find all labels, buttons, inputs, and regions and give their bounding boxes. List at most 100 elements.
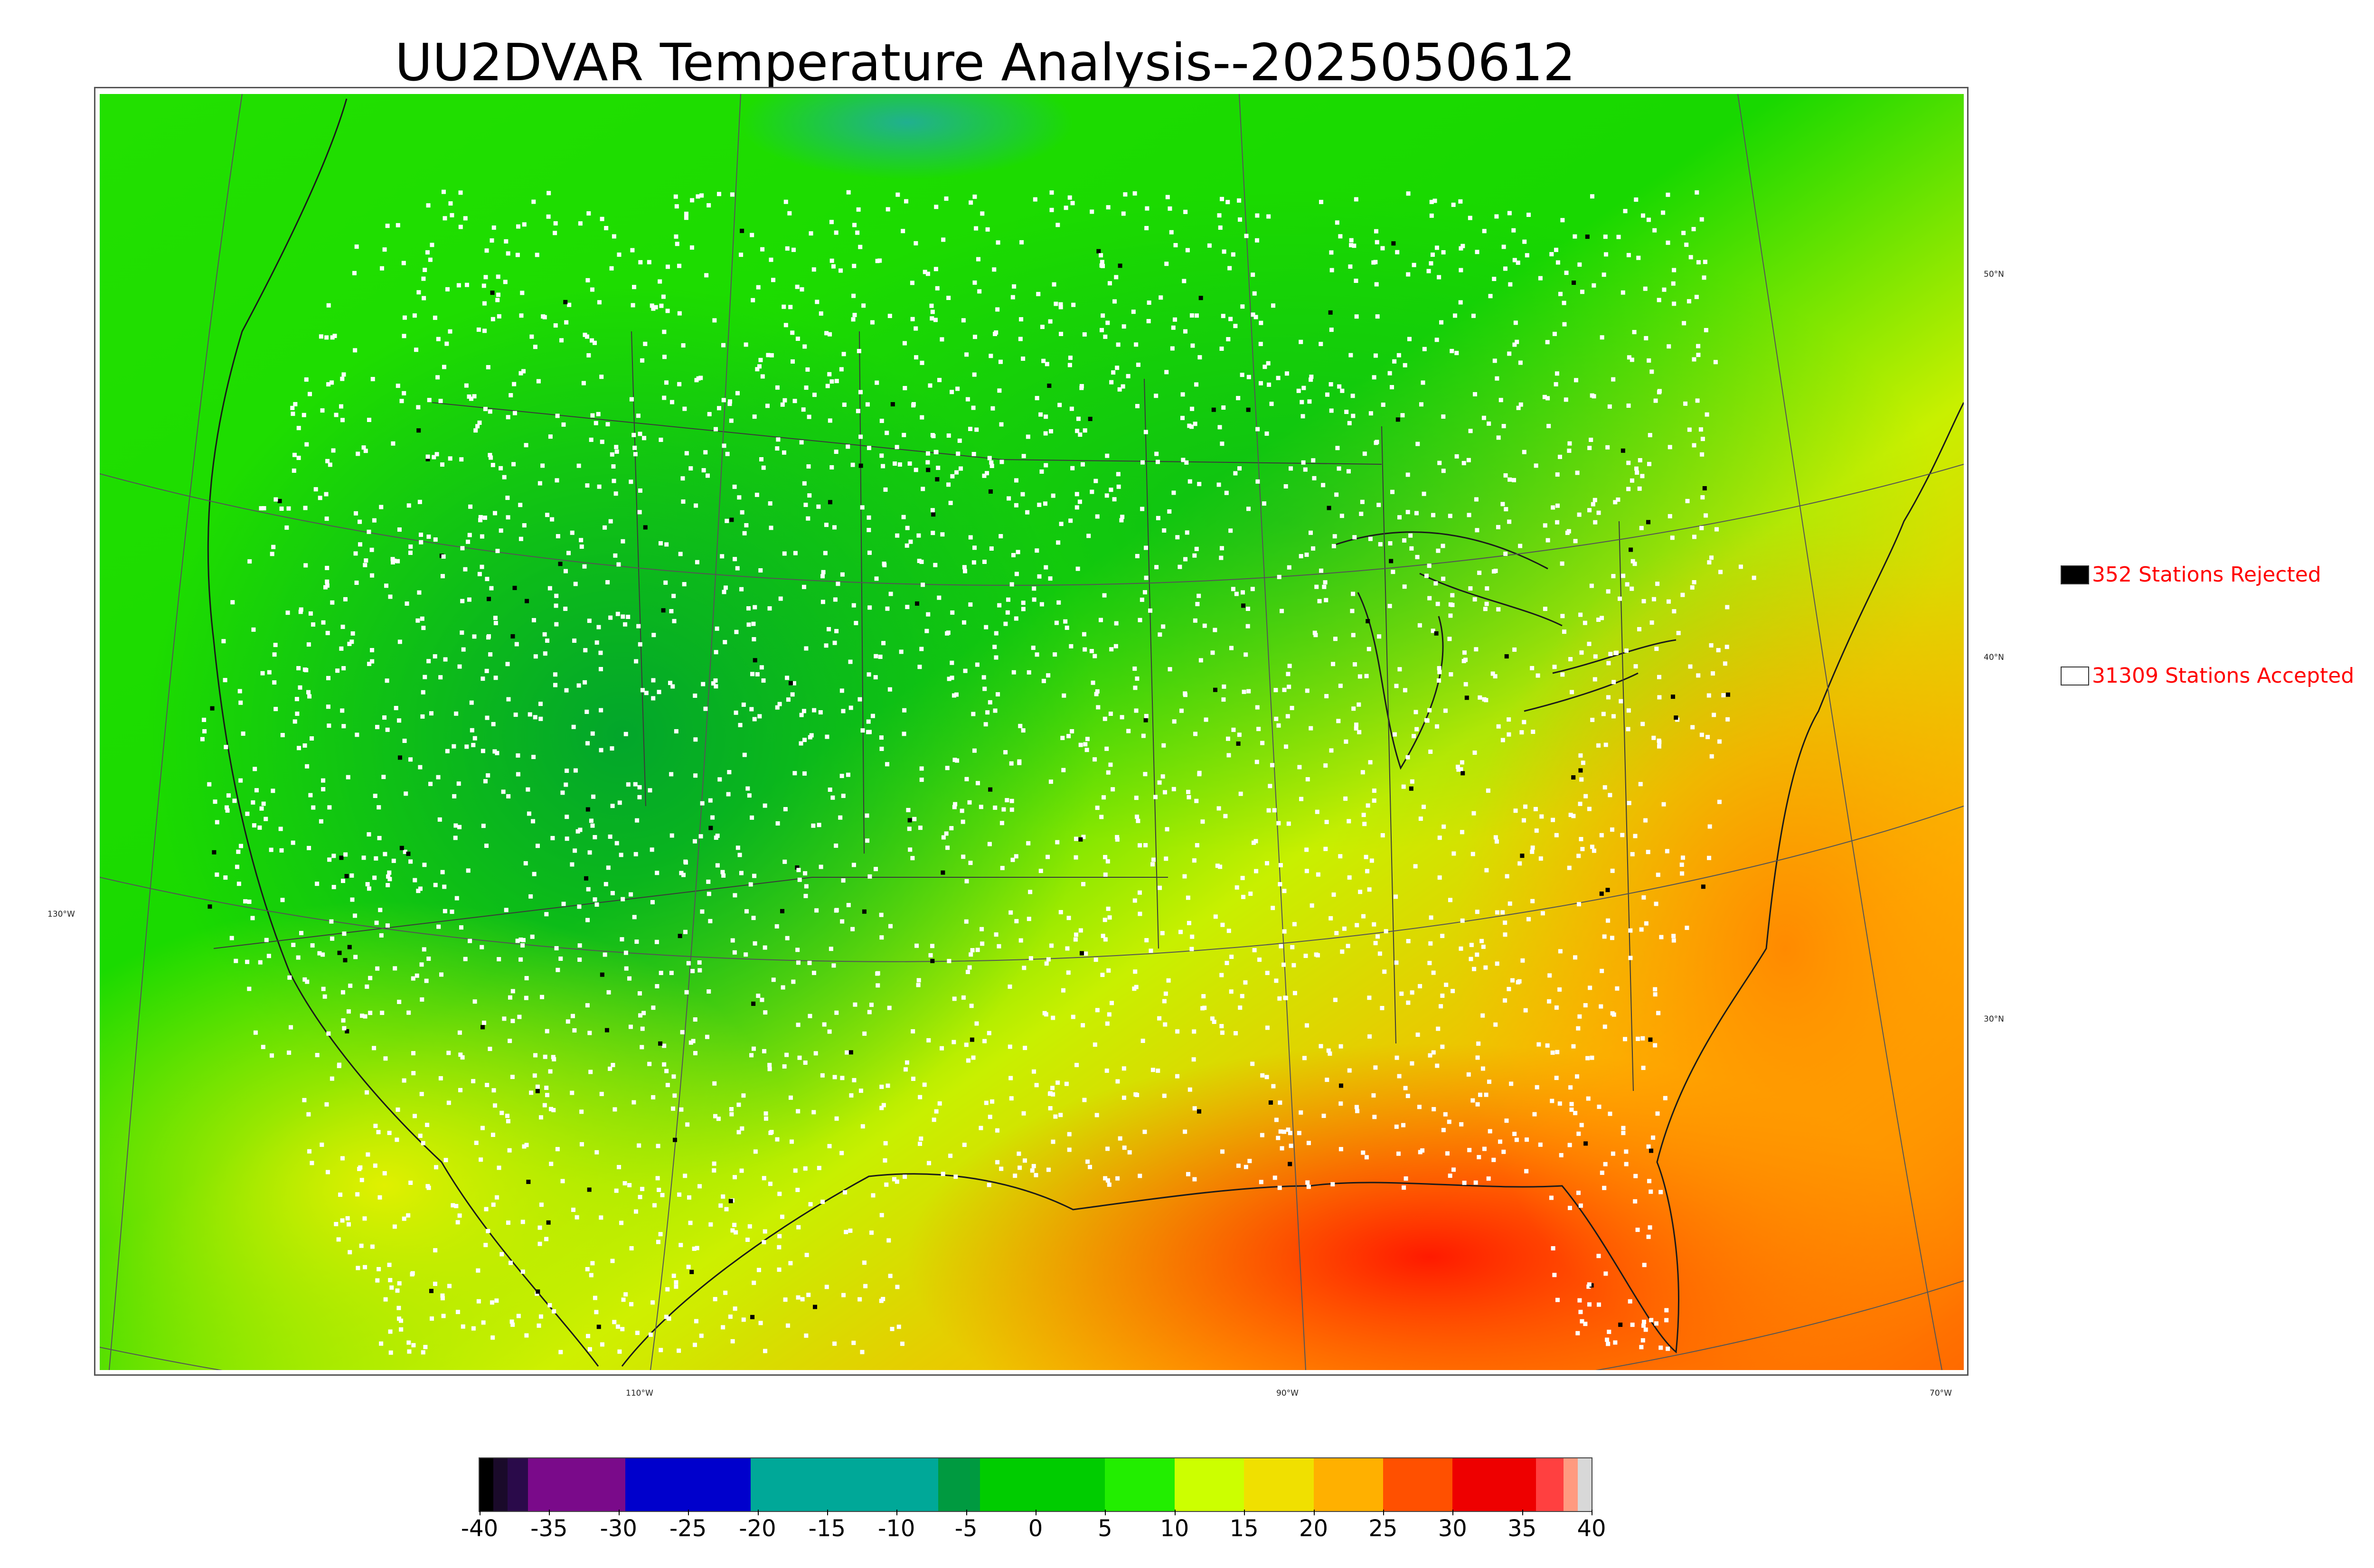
station-dot <box>512 411 517 415</box>
station-dot <box>1519 730 1524 735</box>
station-dot <box>846 190 851 195</box>
station-dot <box>714 836 718 840</box>
station-dot <box>1588 986 1592 990</box>
station-dot <box>651 696 656 701</box>
station-dot <box>1407 337 1412 341</box>
station-dot <box>750 672 755 676</box>
station-dot <box>658 541 663 545</box>
station-dot <box>1134 708 1139 713</box>
station-dot <box>375 1278 380 1283</box>
station-dot <box>1475 1102 1480 1107</box>
station-dot <box>1691 227 1696 232</box>
station-dot <box>971 452 976 457</box>
station-dot <box>418 886 423 891</box>
station-dot <box>285 610 290 615</box>
station-dot <box>1133 969 1138 974</box>
station-dot <box>1169 230 1174 235</box>
station-dot <box>858 434 863 439</box>
station-dot <box>1450 348 1454 353</box>
station-dot <box>1427 563 1432 568</box>
station-dot <box>946 295 951 300</box>
station-dot <box>846 444 850 449</box>
station-dot <box>987 456 992 460</box>
station-dot <box>1110 1001 1114 1005</box>
station-dot <box>1324 598 1328 602</box>
station-dot <box>1009 807 1014 812</box>
station-dot <box>1621 1126 1626 1130</box>
station-dot <box>692 839 697 844</box>
station-dot <box>423 1344 428 1349</box>
station-dot <box>547 1303 552 1307</box>
station-dot <box>421 276 426 281</box>
station-dot <box>1368 411 1373 416</box>
station-dot <box>1074 932 1078 937</box>
station-dot <box>508 1039 512 1043</box>
station-dot <box>1010 857 1015 862</box>
station-dot <box>299 607 303 612</box>
station-dot <box>306 1112 311 1117</box>
station-dot <box>742 531 747 535</box>
station-dot <box>1149 948 1153 953</box>
station-dot <box>1276 1136 1281 1140</box>
station-dot <box>920 415 924 420</box>
station-dot <box>1637 486 1642 491</box>
station-dot <box>1576 902 1581 907</box>
station-dot <box>340 879 345 883</box>
station-dot <box>784 1052 789 1057</box>
station-dot <box>858 390 863 394</box>
station-dot <box>537 1241 542 1246</box>
station-dot <box>1466 458 1471 462</box>
station-dot <box>1096 249 1101 254</box>
station-dot <box>1338 854 1343 859</box>
station-dot <box>1051 1092 1055 1097</box>
station-dot <box>1222 249 1226 254</box>
station-dot <box>761 678 766 683</box>
station-dot <box>361 855 366 860</box>
station-dot <box>1262 365 1267 369</box>
station-dot <box>852 1078 857 1082</box>
station-dot <box>1475 952 1479 957</box>
station-dot <box>851 1341 856 1345</box>
station-dot <box>461 1324 465 1329</box>
station-dot <box>789 1139 794 1144</box>
station-dot <box>1115 1176 1120 1181</box>
station-dot <box>1259 1180 1263 1184</box>
station-dot <box>1228 528 1233 533</box>
station-dot <box>795 865 800 870</box>
station-dot <box>1323 846 1328 851</box>
station-dot <box>860 1124 865 1129</box>
station-dot <box>1685 498 1690 503</box>
station-dot <box>348 1250 352 1255</box>
station-dot <box>987 1183 991 1187</box>
station-dot <box>1134 342 1139 347</box>
station-dot <box>944 831 949 836</box>
station-dot <box>1462 1181 1467 1185</box>
station-dot <box>970 1037 974 1042</box>
station-dot <box>1222 684 1226 689</box>
station-dot <box>403 849 407 854</box>
temperature-map[interactable] <box>100 94 1964 1370</box>
station-dot <box>729 1107 734 1111</box>
station-dot <box>1354 726 1358 731</box>
station-dot <box>1182 874 1187 879</box>
station-dot <box>626 782 631 787</box>
station-dot <box>302 743 307 748</box>
station-dot <box>1283 995 1288 1000</box>
station-dot <box>897 462 902 467</box>
station-dot <box>1234 1031 1238 1036</box>
station-dot <box>307 1149 312 1154</box>
station-dot <box>417 590 422 595</box>
station-dot <box>783 1297 788 1302</box>
station-dot <box>688 466 693 471</box>
station-dot <box>354 244 359 249</box>
station-dot <box>840 919 845 924</box>
station-dot <box>1380 1005 1385 1010</box>
station-dot <box>1135 404 1140 408</box>
station-dot <box>1434 245 1439 250</box>
station-dot <box>1325 1078 1329 1082</box>
station-dot <box>961 854 966 859</box>
station-dot <box>922 1082 927 1087</box>
station-dot <box>1578 753 1583 758</box>
station-dot <box>647 1061 652 1066</box>
station-dot <box>1392 732 1397 737</box>
